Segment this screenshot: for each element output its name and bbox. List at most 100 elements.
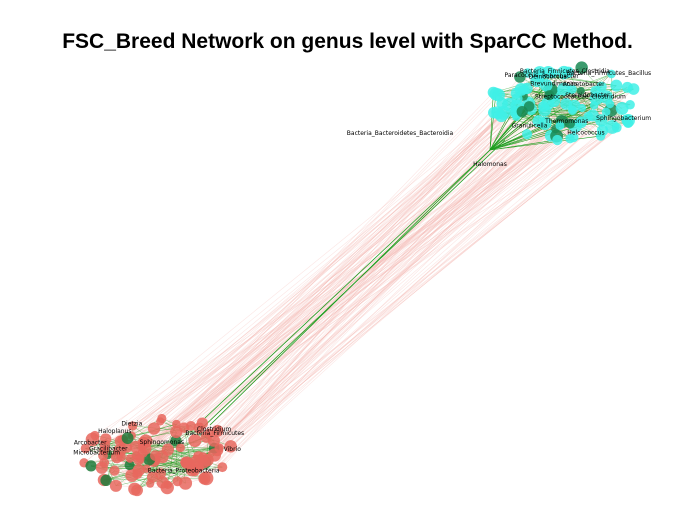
negative-edge xyxy=(167,94,554,488)
negative-edge xyxy=(129,86,602,466)
network-node xyxy=(121,432,134,445)
network-node xyxy=(589,101,599,110)
negative-edge xyxy=(196,103,503,467)
network-node xyxy=(496,105,511,120)
node-label: Halomonas xyxy=(473,161,507,168)
negative-edge xyxy=(208,106,530,434)
negative-edge xyxy=(202,123,546,458)
negative-edge xyxy=(103,112,504,463)
negative-edge xyxy=(162,120,629,483)
negative-edge xyxy=(191,120,539,471)
network-node xyxy=(129,440,142,453)
negative-edge xyxy=(129,87,628,459)
network-node xyxy=(621,81,633,93)
network-node xyxy=(178,422,190,433)
negative-edge xyxy=(203,105,575,463)
network-node xyxy=(155,450,169,464)
network-node xyxy=(100,433,112,445)
negative-edge xyxy=(207,130,603,461)
negative-edge xyxy=(142,123,571,454)
network-node xyxy=(622,115,632,125)
network-node xyxy=(577,103,587,112)
negative-edge xyxy=(206,89,552,438)
network-node xyxy=(511,93,523,105)
negative-edge xyxy=(101,73,553,469)
negative-edge xyxy=(127,67,582,439)
node-label: Clostridium xyxy=(197,426,231,433)
negative-edge xyxy=(198,110,573,429)
node-label: Vibrio xyxy=(224,446,242,453)
node-label: Bacteria_Firmicutes_Clostridia xyxy=(520,68,610,75)
network-node xyxy=(217,462,228,473)
negative-edge xyxy=(213,134,528,449)
positive-edge xyxy=(204,149,491,419)
network-node xyxy=(188,434,202,448)
negative-edge xyxy=(152,104,510,478)
network-node xyxy=(172,419,181,429)
negative-edge xyxy=(137,123,546,475)
negative-edge xyxy=(203,112,517,463)
network-node xyxy=(131,484,143,497)
negative-edge xyxy=(142,127,617,454)
network-node xyxy=(211,424,224,437)
network-node xyxy=(610,79,623,92)
negative-edge xyxy=(145,103,549,442)
positive-edge xyxy=(517,88,634,111)
negative-edge xyxy=(105,89,552,481)
negative-edge xyxy=(167,103,567,488)
negative-edge xyxy=(161,102,529,419)
network-node xyxy=(146,479,155,488)
negative-edge xyxy=(142,112,504,454)
negative-edge xyxy=(202,109,545,458)
negative-edge xyxy=(196,121,562,467)
network-node xyxy=(544,90,555,101)
node-label: Sphingobacterium xyxy=(596,115,651,122)
negative-edge xyxy=(217,106,544,432)
negative-edge xyxy=(105,90,596,481)
network-node xyxy=(156,476,169,489)
network-node xyxy=(596,81,607,93)
node-label: Bacteria_Bacteroidetes_Bacteroidia xyxy=(347,130,454,137)
negative-edge xyxy=(129,126,613,466)
negative-edge xyxy=(177,73,612,482)
network-node xyxy=(132,469,143,480)
node-label: Dietzia xyxy=(121,420,142,427)
network-node xyxy=(560,98,573,110)
negative-edge xyxy=(177,76,521,482)
node-label: Sphingomonas xyxy=(140,439,185,446)
node-label: Bacteria_Firmicutes_Bacillus xyxy=(566,70,651,77)
network-node xyxy=(178,476,193,490)
network-node xyxy=(557,65,571,80)
negative-edge xyxy=(204,106,518,463)
network-node xyxy=(139,442,152,455)
network-node xyxy=(109,465,120,476)
negative-edge xyxy=(146,92,517,469)
node-label: Granulicella xyxy=(512,123,548,130)
network-node xyxy=(95,461,108,474)
negative-edge xyxy=(185,121,562,484)
negative-edge xyxy=(167,98,597,451)
node-label: Bacteria_Proteobacteria xyxy=(148,468,220,475)
network-node xyxy=(607,69,616,79)
negative-edge xyxy=(176,138,571,425)
negative-edge xyxy=(114,123,546,471)
positive-edge xyxy=(489,92,494,151)
negative-edge xyxy=(131,106,518,476)
negative-edge xyxy=(94,126,576,436)
network-node xyxy=(207,448,222,462)
negative-edge xyxy=(204,112,516,479)
negative-edge xyxy=(176,115,502,433)
negative-edge xyxy=(202,89,573,458)
negative-edge xyxy=(103,88,564,463)
network-node xyxy=(85,460,97,472)
negative-edge xyxy=(134,128,556,490)
negative-edge xyxy=(120,115,593,442)
network-node xyxy=(595,114,608,127)
negative-edge xyxy=(105,128,556,481)
negative-edge xyxy=(132,87,628,427)
negative-edge xyxy=(155,105,595,456)
node-label: Rubrobacter xyxy=(542,73,579,80)
positive-edge xyxy=(199,139,506,431)
